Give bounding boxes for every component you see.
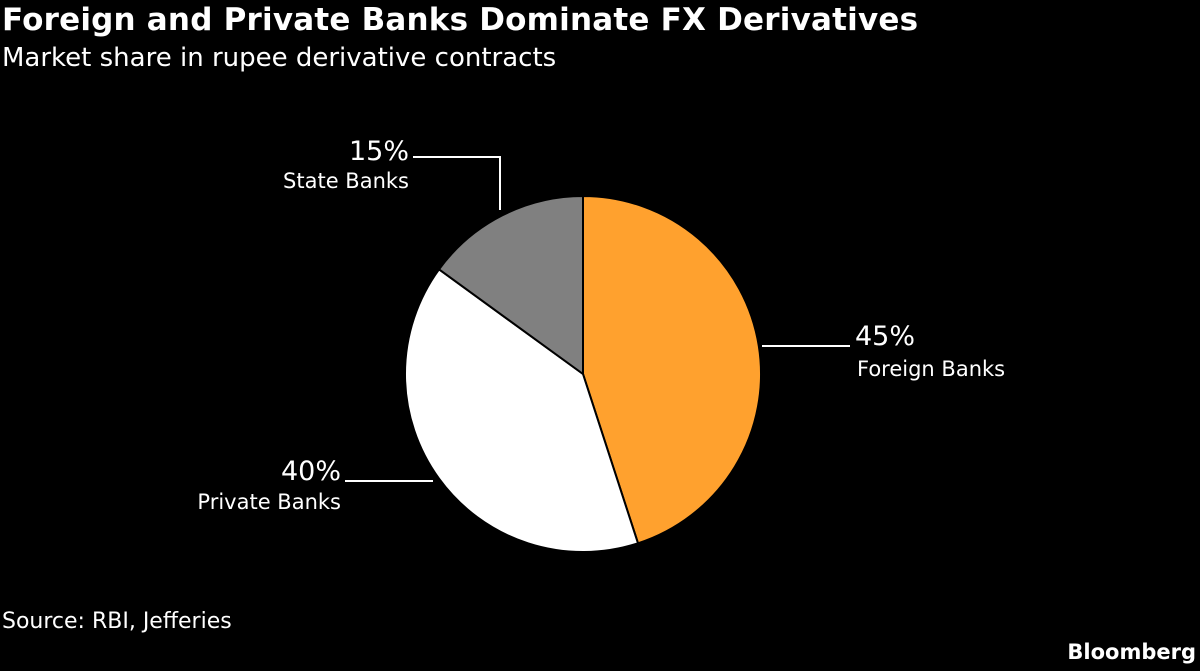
pie-slice-private [404, 268, 640, 554]
category-label-state: State Banks [283, 169, 409, 193]
pie-slices [404, 195, 762, 554]
value-label-foreign: 45% [855, 321, 915, 352]
category-label-foreign: Foreign Banks [857, 357, 1005, 381]
bloomberg-logo: Bloomberg [1067, 640, 1196, 664]
source-note: Source: RBI, Jefferies [2, 609, 232, 634]
pie-labels: 45% Foreign Banks 40% Private Banks 15%State… [197, 136, 1005, 514]
pie-slice-state [437, 195, 584, 375]
chart-subtitle: Market share in rupee derivative contrac… [2, 43, 557, 73]
value-label-private: 40% [281, 456, 341, 487]
leader-line-state [413, 156, 501, 210]
category-label-private: Private Banks [197, 490, 341, 514]
pie-slice-foreign [582, 195, 762, 545]
chart-title: Foreign and Private Banks Dominate FX De… [2, 2, 919, 38]
value-label-state: 15% [349, 136, 409, 167]
